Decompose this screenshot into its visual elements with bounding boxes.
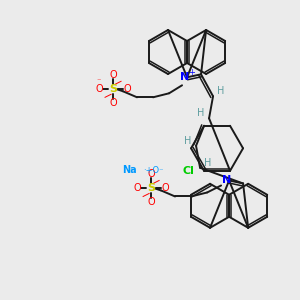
- Text: O: O: [95, 84, 103, 94]
- Text: +: +: [189, 68, 196, 77]
- Text: Na: Na: [122, 166, 136, 176]
- Text: O: O: [109, 70, 117, 80]
- Text: N: N: [180, 72, 190, 82]
- Text: ⁻: ⁻: [97, 77, 101, 86]
- Text: S: S: [147, 184, 155, 194]
- Text: H: H: [184, 136, 192, 146]
- Text: N: N: [223, 176, 232, 185]
- Text: O: O: [147, 169, 155, 179]
- Text: H: H: [204, 158, 212, 168]
- Text: H: H: [218, 86, 225, 96]
- Text: O: O: [161, 184, 169, 194]
- Text: O: O: [133, 184, 141, 194]
- Text: S: S: [109, 84, 117, 94]
- Text: O: O: [123, 84, 131, 94]
- Text: ·+O⁻: ·+O⁻: [143, 166, 164, 175]
- Text: H: H: [197, 108, 205, 118]
- Text: O: O: [147, 197, 155, 208]
- Text: Cl: Cl: [182, 166, 194, 176]
- Text: O: O: [109, 98, 117, 108]
